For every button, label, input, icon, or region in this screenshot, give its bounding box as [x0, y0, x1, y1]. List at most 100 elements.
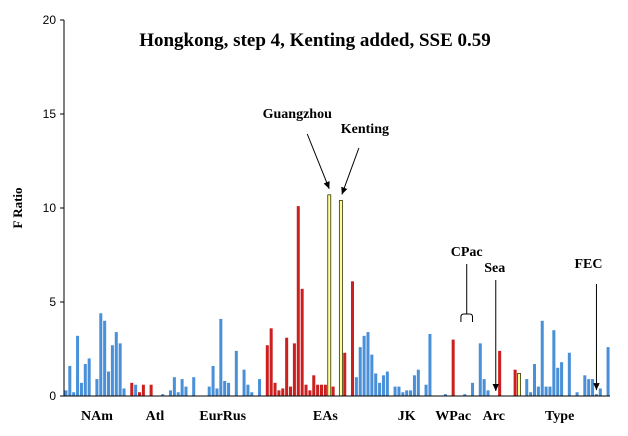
- bar: [416, 369, 420, 396]
- bar: [316, 384, 320, 396]
- bar: [246, 384, 250, 396]
- annotation-arrow-head: [341, 186, 348, 195]
- annotation-arrow-head: [492, 384, 499, 391]
- bar: [64, 390, 68, 396]
- bar: [544, 386, 548, 396]
- bar: [141, 384, 145, 396]
- bar: [320, 384, 324, 396]
- bar: [409, 390, 413, 396]
- bar: [374, 373, 378, 396]
- annotation-arrow-head: [593, 383, 600, 391]
- y-tick-label: 10: [43, 201, 57, 215]
- annotation-arrow-line: [341, 147, 360, 195]
- bar: [381, 375, 385, 396]
- bar: [83, 364, 87, 396]
- bar: [354, 377, 358, 396]
- bar: [312, 375, 316, 396]
- bar: [556, 367, 560, 396]
- bar: [331, 386, 335, 396]
- bar: [103, 320, 107, 396]
- bar: [258, 379, 262, 396]
- bar: [428, 333, 432, 396]
- y-ticks: 0 5 10 15 20: [43, 13, 64, 403]
- bar: [223, 380, 227, 396]
- bar: [424, 384, 428, 396]
- group-label: Atl: [146, 409, 165, 424]
- bar: [513, 369, 517, 396]
- bar: [536, 386, 540, 396]
- bar: [463, 394, 467, 396]
- bar: [134, 384, 138, 396]
- bar: [343, 352, 347, 396]
- bar: [308, 390, 312, 396]
- bar: [172, 377, 176, 396]
- bar: [548, 386, 552, 396]
- y-tick-label: 20: [43, 13, 57, 27]
- group-label: WPac: [435, 409, 471, 424]
- bar: [393, 386, 397, 396]
- bar: [540, 320, 544, 396]
- bar: [378, 382, 382, 396]
- bar: [107, 371, 111, 396]
- bar: [362, 335, 366, 396]
- bar: [87, 358, 91, 396]
- bar: [95, 379, 99, 396]
- bar: [350, 281, 354, 396]
- group-label: EAs: [313, 409, 338, 424]
- annotation-label: CPac: [451, 245, 483, 260]
- annotation-arrow-line: [306, 133, 330, 190]
- bar: [591, 379, 595, 396]
- bar: [184, 386, 188, 396]
- bar: [277, 390, 281, 396]
- bar: [289, 386, 293, 396]
- bar: [594, 394, 598, 396]
- bar: [207, 386, 211, 396]
- bar: [285, 337, 289, 396]
- bar: [323, 384, 327, 396]
- bar: [250, 392, 254, 396]
- bar: [486, 390, 490, 396]
- bar: [552, 330, 556, 396]
- bar: [567, 352, 571, 396]
- bar: [192, 377, 196, 396]
- bar: [273, 382, 277, 396]
- y-axis-label: F Ratio: [10, 187, 25, 228]
- annotation-arrow-head: [323, 181, 330, 189]
- bar: [412, 375, 416, 396]
- bar: [397, 386, 401, 396]
- annotation-label: Guangzhou: [263, 107, 332, 122]
- group-label: NAm: [81, 409, 113, 424]
- axes-layer: [63, 20, 610, 397]
- bar: [211, 365, 215, 396]
- bar: [296, 206, 300, 396]
- bar: [114, 332, 118, 396]
- bar: [606, 347, 610, 396]
- bar: [583, 375, 587, 396]
- bar: [68, 365, 72, 396]
- chart-title: Hongkong, step 4, Kenting added, SSE 0.5…: [139, 30, 491, 51]
- bar: [304, 384, 308, 396]
- bar: [161, 394, 165, 396]
- group-label: EurRus: [199, 409, 246, 424]
- bar: [575, 392, 579, 396]
- bar: [130, 382, 134, 396]
- bar: [471, 382, 475, 396]
- bar: [529, 392, 533, 396]
- annotation-label: Kenting: [341, 122, 389, 137]
- bar: [366, 332, 370, 396]
- bar: [269, 328, 273, 396]
- bar: [525, 379, 529, 396]
- bar: [79, 382, 83, 396]
- bar: [327, 194, 332, 397]
- bar: [300, 288, 304, 396]
- bar: [385, 371, 389, 396]
- bar: [292, 343, 296, 396]
- bar: [358, 347, 362, 396]
- bar: [443, 394, 447, 396]
- annotation-bracket: [460, 313, 474, 322]
- group-label: JK: [398, 409, 416, 424]
- group-label: Type: [545, 409, 574, 424]
- bar: [72, 392, 76, 396]
- bar: [598, 388, 602, 396]
